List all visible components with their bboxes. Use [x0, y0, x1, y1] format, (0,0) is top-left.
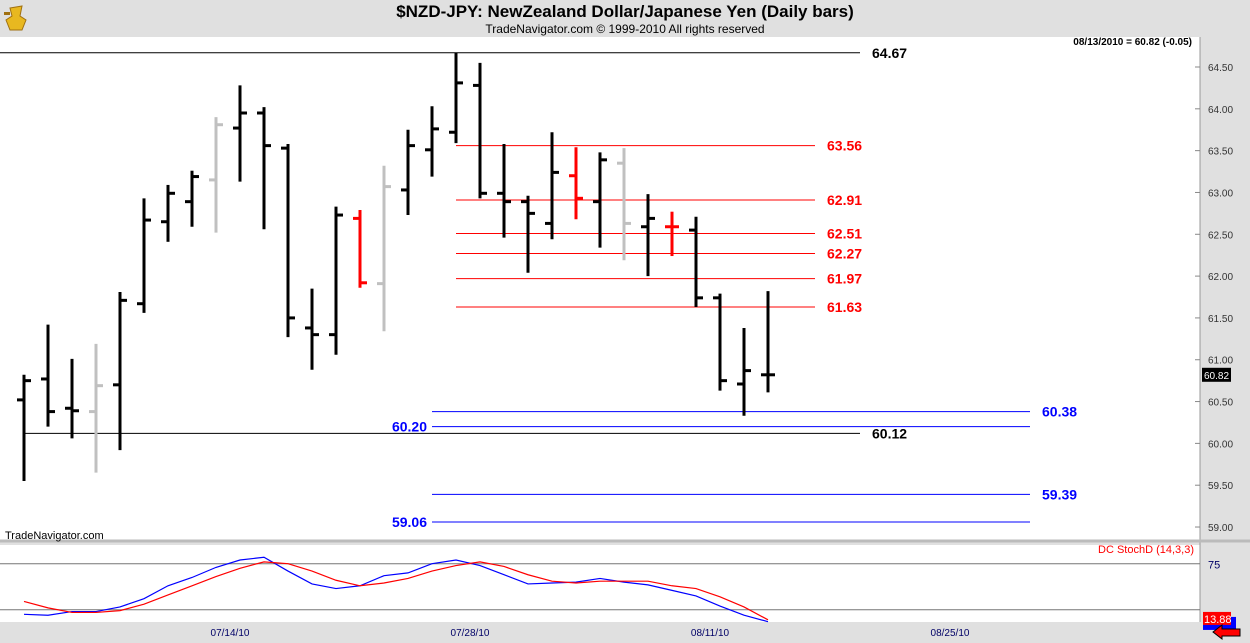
level-label: 62.51	[827, 225, 862, 241]
ohlc-bar	[41, 324, 55, 427]
x-tick-label: 08/11/10	[691, 628, 730, 639]
last-quote: 08/13/2010 = 60.82 (-0.05)	[1073, 37, 1192, 48]
ohlc-bar	[17, 374, 31, 482]
ohlc-bar	[593, 152, 607, 248]
chart-subtitle: TradeNavigator.com © 1999-2010 All right…	[485, 22, 765, 36]
ohlc-bar	[305, 288, 319, 370]
ohlc-bar	[617, 148, 631, 261]
y-tick-label: 61.00	[1208, 356, 1233, 367]
ohlc-bar	[209, 117, 223, 233]
y-tick-label: 60.50	[1208, 398, 1233, 409]
level-label: 64.67	[872, 45, 907, 61]
y-tick-label: 62.00	[1208, 272, 1233, 283]
ohlc-bar	[113, 291, 127, 451]
stoch-value-box	[1203, 611, 1231, 625]
level-label: 61.63	[827, 299, 862, 315]
y-tick-label: 64.00	[1208, 105, 1233, 116]
ohlc-bar	[521, 195, 535, 273]
level-label: 62.27	[827, 246, 862, 262]
chart-title: $NZD-JPY: NewZealand Dollar/Japanese Yen…	[396, 2, 854, 21]
ohlc-bar	[281, 143, 295, 338]
stoch-line-k	[23, 556, 769, 623]
level-label: 60.12	[872, 425, 907, 441]
y-tick-label: 63.50	[1208, 147, 1233, 158]
ohlc-bar	[377, 165, 391, 332]
ohlc-bar	[257, 107, 271, 230]
x-tick-label: 07/28/10	[451, 628, 490, 639]
last-price-box	[1202, 367, 1231, 382]
y-tick-label: 61.50	[1208, 314, 1233, 325]
x-tick-label: 07/14/10	[211, 628, 250, 639]
ohlc-bar	[353, 210, 367, 288]
ohlc-bar	[233, 85, 247, 182]
level-label: 61.97	[827, 271, 862, 287]
ohlc-bar	[449, 52, 463, 144]
price-panel	[0, 37, 1200, 541]
y-tick-label: 63.00	[1208, 188, 1233, 199]
level-label: 59.06	[392, 514, 427, 530]
stoch-tick-label: 75	[1208, 560, 1220, 572]
ohlc-bar	[425, 106, 439, 177]
watermark: TradeNavigator.com	[5, 530, 104, 542]
ohlc-bar	[737, 327, 751, 416]
level-label: 62.91	[827, 192, 862, 208]
trade-navigator-logo-icon	[4, 5, 27, 31]
level-label: 60.38	[1042, 404, 1077, 420]
stoch-value-label: 13.88	[1204, 614, 1232, 626]
stoch-panel	[0, 545, 1200, 622]
ohlc-bar	[641, 194, 655, 277]
x-tick-label: 08/25/10	[931, 628, 970, 639]
level-label: 59.39	[1042, 486, 1077, 502]
y-tick-label: 59.00	[1208, 523, 1233, 534]
ohlc-bar	[89, 343, 103, 473]
y-tick-label: 59.50	[1208, 481, 1233, 492]
ohlc-bar	[665, 211, 679, 257]
y-tick-label: 64.50	[1208, 63, 1233, 74]
last-price-label: 60.82	[1204, 371, 1229, 382]
ohlc-bar	[713, 293, 727, 391]
level-label: 60.20	[392, 419, 427, 435]
y-tick-label: 60.00	[1208, 439, 1233, 450]
ohlc-bar	[497, 143, 511, 238]
scroll-right-arrow-icon[interactable]	[1212, 623, 1241, 641]
stoch-title: DC StochD (14,3,3)	[1098, 544, 1194, 556]
ohlc-bar	[473, 62, 487, 199]
ohlc-bar	[569, 147, 583, 220]
ohlc-bar	[65, 358, 79, 439]
stoch-line-d	[23, 561, 769, 621]
ohlc-bar	[329, 206, 343, 355]
ohlc-bar	[137, 198, 151, 313]
y-tick-label: 62.50	[1208, 230, 1233, 241]
ohlc-bar	[545, 132, 559, 240]
ohlc-bar	[185, 170, 199, 227]
ohlc-bar	[761, 291, 775, 393]
ohlc-bar	[401, 129, 415, 216]
ohlc-bar	[161, 184, 175, 242]
level-label: 63.56	[827, 138, 862, 154]
ohlc-bar	[689, 216, 703, 308]
